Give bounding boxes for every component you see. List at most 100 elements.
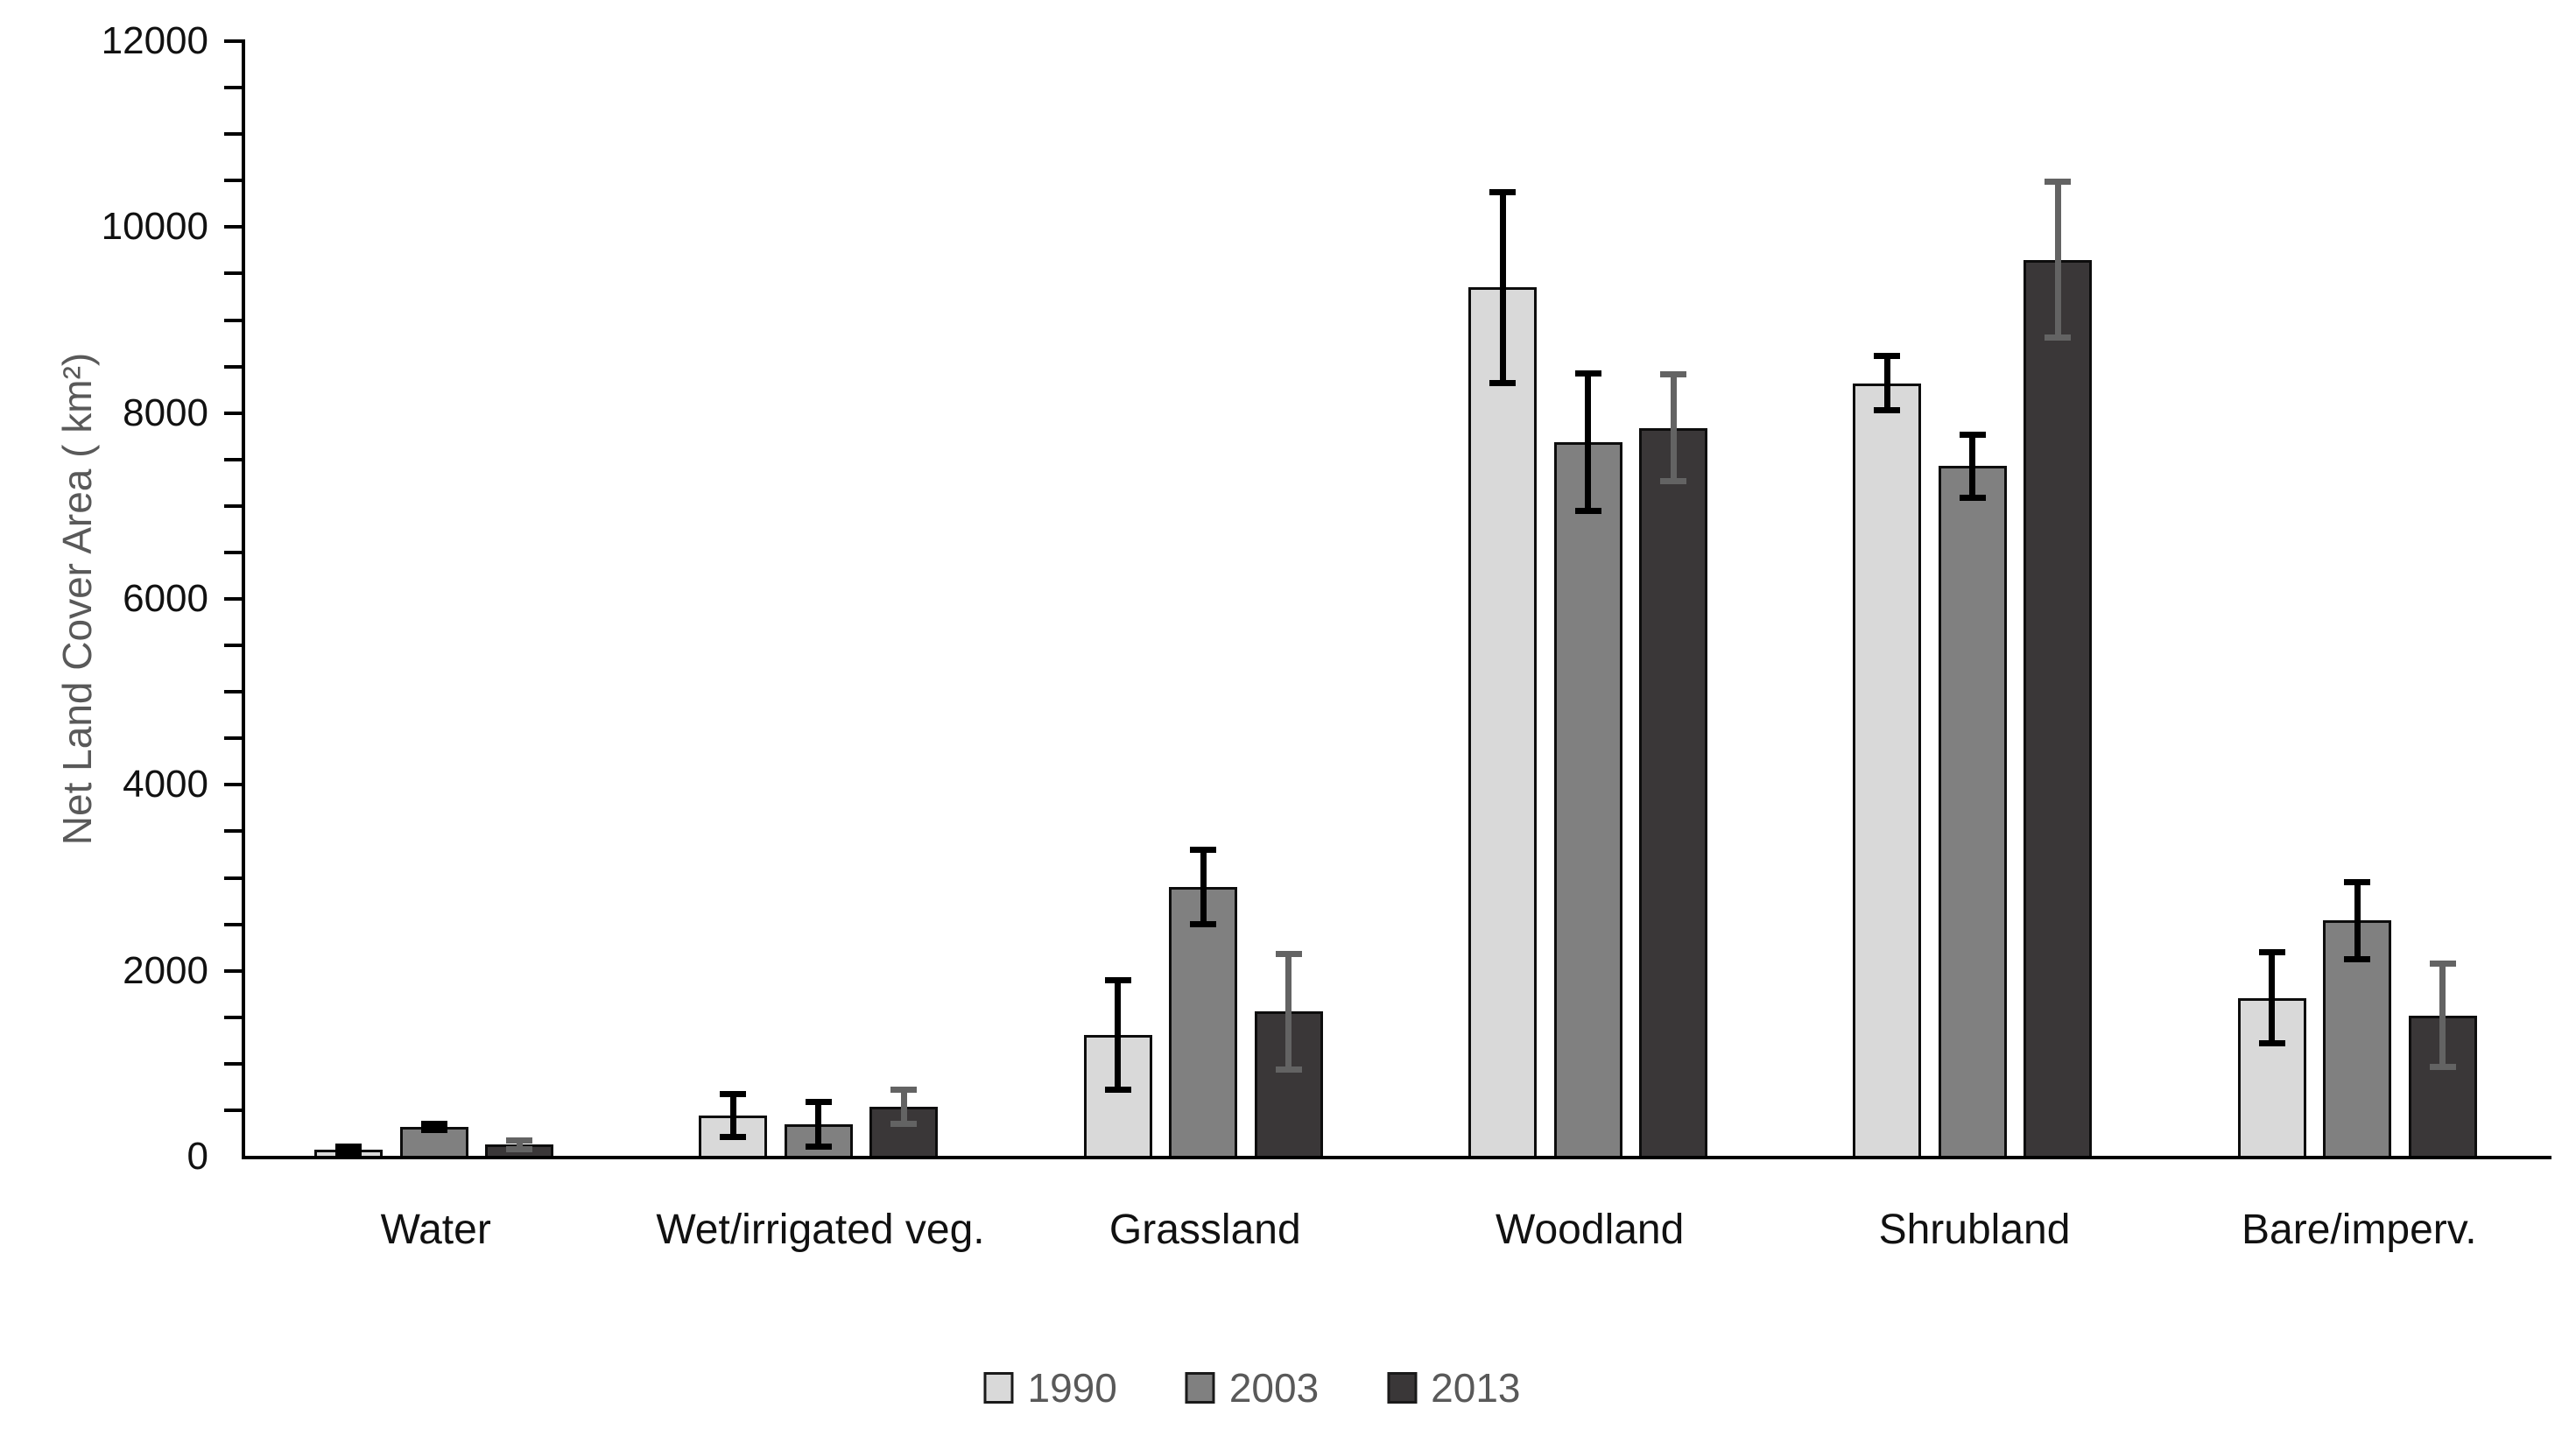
bar-2003-shrubland <box>1938 466 2007 1158</box>
error-cap-top-2003-woodland <box>1574 370 1601 377</box>
y-tick-mark <box>224 1108 243 1112</box>
legend-swatch-2003 <box>1185 1372 1215 1404</box>
y-tick-mark <box>224 550 243 554</box>
error-cap-top-1990-grassland <box>1104 976 1131 983</box>
error-cap-bottom-2003-water <box>420 1127 447 1134</box>
y-tick-mark <box>224 318 243 322</box>
x-axis-line <box>242 1156 2551 1159</box>
error-cap-bottom-1990-grassland <box>1104 1087 1131 1094</box>
y-tick-mark <box>224 364 243 369</box>
error-cap-bottom-2013-grassland <box>1275 1066 1302 1073</box>
error-bar-2013-water <box>516 1140 523 1149</box>
error-cap-bottom-2003-woodland <box>1574 507 1601 514</box>
error-cap-bottom-2013-wet-irrigated-veg <box>890 1120 918 1127</box>
error-bar-1990-grassland <box>1115 980 1122 1090</box>
y-tick-mark <box>224 132 243 137</box>
y-tick-mark <box>224 1061 243 1066</box>
y-tick-mark <box>224 1015 243 1019</box>
error-cap-top-1990-woodland <box>1489 188 1516 195</box>
error-bar-2003-water <box>431 1123 437 1130</box>
error-cap-top-2003-water <box>420 1120 447 1127</box>
x-category-label-wet-irrigated-veg: Wet/irrigated veg. <box>656 1207 985 1253</box>
error-cap-top-2013-shrubland <box>2045 178 2072 185</box>
legend-swatch-1990 <box>983 1372 1014 1404</box>
y-tick-mark <box>224 644 243 648</box>
bar-1990-woodland <box>1468 287 1537 1158</box>
error-bar-1990-shrubland <box>1883 355 1890 411</box>
error-cap-top-2003-shrubland <box>1959 431 1986 438</box>
y-tick-mark <box>224 922 243 926</box>
y-tick-mark <box>224 690 243 694</box>
error-cap-top-2003-wet-irrigated-veg <box>805 1098 832 1105</box>
legend-item-2003: 2003 <box>1185 1365 1320 1411</box>
error-cap-bottom-2013-bare-imperv <box>2429 1064 2456 1070</box>
error-bar-2003-bare-imperv <box>2354 882 2361 960</box>
error-bar-2003-wet-irrigated-veg <box>815 1102 822 1147</box>
error-bar-2013-shrubland <box>2054 181 2061 338</box>
error-bar-1990-bare-imperv <box>2269 952 2276 1044</box>
error-cap-top-1990-bare-imperv <box>2258 948 2285 955</box>
error-cap-bottom-1990-woodland <box>1489 380 1516 387</box>
error-cap-top-2013-woodland <box>1660 371 1686 378</box>
error-cap-top-2013-bare-imperv <box>2429 961 2456 968</box>
error-cap-top-1990-water <box>335 1143 362 1150</box>
error-cap-bottom-2013-shrubland <box>2045 334 2072 341</box>
error-cap-bottom-1990-wet-irrigated-veg <box>720 1133 747 1140</box>
error-bar-1990-woodland <box>1499 192 1506 384</box>
legend-label-2013: 2013 <box>1431 1365 1521 1411</box>
error-cap-bottom-1990-shrubland <box>1874 407 1901 413</box>
error-cap-bottom-2003-wet-irrigated-veg <box>805 1143 832 1150</box>
error-cap-top-2013-water <box>506 1137 532 1144</box>
error-bar-1990-wet-irrigated-veg <box>729 1094 736 1137</box>
legend-item-2013: 2013 <box>1387 1365 1521 1411</box>
error-bar-2013-woodland <box>1670 374 1677 482</box>
bar-2003-grassland <box>1169 887 1238 1158</box>
bar-2003-water <box>399 1127 468 1158</box>
legend-swatch-2013 <box>1387 1372 1418 1404</box>
error-cap-top-2003-grassland <box>1190 847 1217 854</box>
error-bar-2003-shrubland <box>1969 434 1976 498</box>
y-tick-label: 4000 <box>123 763 208 806</box>
y-tick-mark <box>224 597 243 601</box>
y-tick-label: 8000 <box>123 391 208 434</box>
y-tick-label: 6000 <box>123 577 208 620</box>
error-bar-1990-water <box>345 1146 352 1153</box>
y-tick-mark <box>224 411 243 415</box>
bar-2013-shrubland <box>2023 259 2093 1158</box>
x-category-label-shrubland: Shrubland <box>1878 1207 2071 1253</box>
y-tick-mark <box>224 86 243 90</box>
y-tick-mark <box>224 829 243 834</box>
y-tick-mark <box>224 736 243 741</box>
bar-1990-shrubland <box>1853 383 1922 1158</box>
error-cap-bottom-2003-bare-imperv <box>2344 955 2371 962</box>
legend: 1990 2003 2013 <box>983 1365 1521 1411</box>
bar-2013-woodland <box>1639 427 1707 1158</box>
error-bar-2003-grassland <box>1200 849 1207 925</box>
y-tick-mark <box>224 179 243 183</box>
y-tick-mark <box>224 457 243 461</box>
y-tick-label: 2000 <box>123 948 208 992</box>
legend-label-1990: 1990 <box>1027 1365 1117 1411</box>
error-bar-2013-bare-imperv <box>2439 963 2446 1067</box>
error-cap-top-2013-grassland <box>1275 951 1302 958</box>
x-category-label-bare-imperv: Bare/imperv. <box>2242 1207 2477 1253</box>
y-tick-label: 10000 <box>101 205 208 249</box>
y-tick-label: 12000 <box>101 19 208 62</box>
error-cap-top-1990-wet-irrigated-veg <box>720 1090 747 1097</box>
error-cap-top-2003-bare-imperv <box>2344 878 2371 885</box>
legend-label-2003: 2003 <box>1228 1365 1320 1411</box>
error-bar-2013-wet-irrigated-veg <box>900 1089 907 1124</box>
legend-item-1990: 1990 <box>983 1365 1117 1411</box>
error-cap-bottom-2003-grassland <box>1190 921 1217 928</box>
bar-2003-woodland <box>1553 441 1622 1158</box>
error-cap-bottom-2003-shrubland <box>1959 494 1986 501</box>
y-tick-mark <box>224 503 243 508</box>
error-cap-bottom-2013-water <box>506 1145 532 1152</box>
bar-2013-bare-imperv <box>2408 1015 2477 1158</box>
y-axis-line <box>242 39 245 1159</box>
y-tick-mark <box>224 783 243 787</box>
error-cap-bottom-2013-woodland <box>1660 478 1686 485</box>
error-bar-2003-woodland <box>1585 373 1591 511</box>
error-cap-bottom-1990-water <box>335 1150 362 1157</box>
